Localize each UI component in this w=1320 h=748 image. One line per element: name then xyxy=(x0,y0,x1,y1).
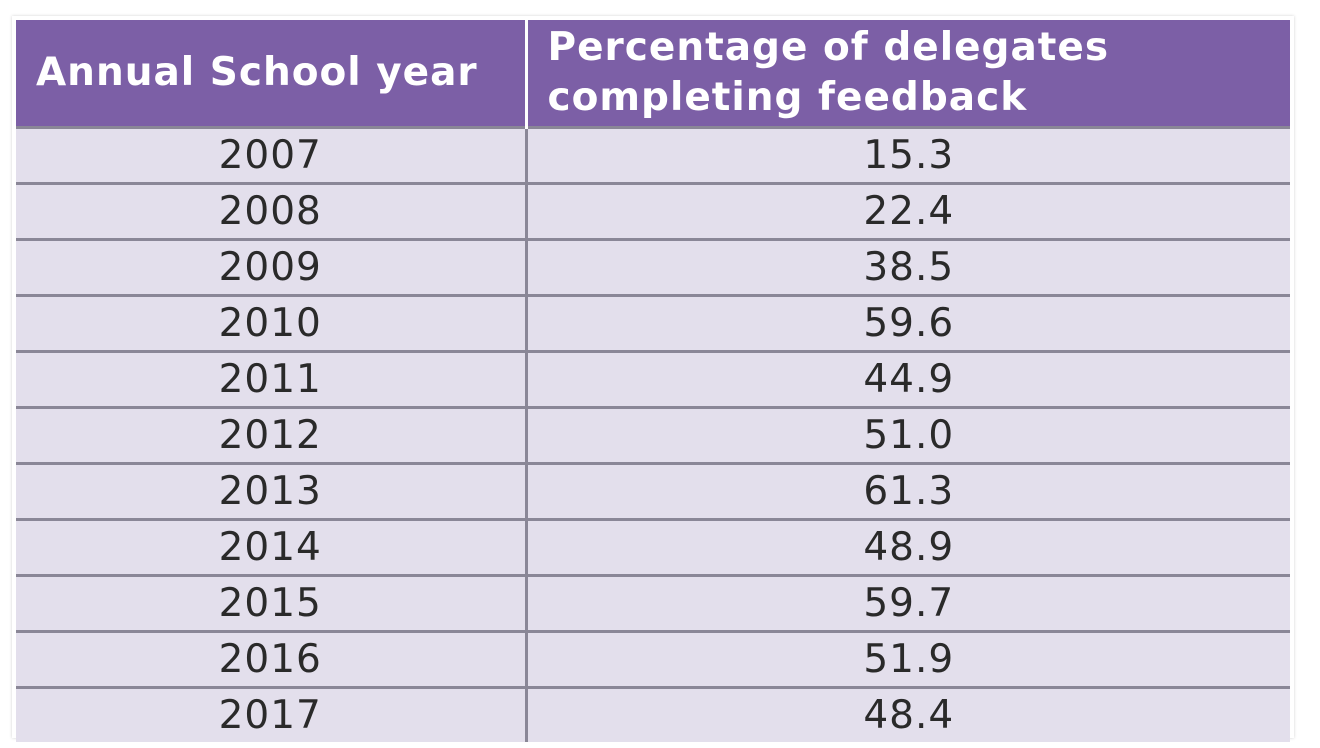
table-row: 2009 38.5 xyxy=(16,238,1290,296)
table-row: 2016 51.9 xyxy=(16,630,1290,688)
cell-year: 2012 xyxy=(16,406,528,464)
cell-percentage: 22.4 xyxy=(526,182,1290,240)
cell-year: 2016 xyxy=(16,630,528,688)
feedback-table-container: Annual School year Percentage of delegat… xyxy=(12,16,1294,742)
cell-percentage: 59.7 xyxy=(526,574,1290,632)
cell-year: 2008 xyxy=(16,182,528,240)
table-row: 2013 61.3 xyxy=(16,462,1290,520)
cell-year: 2010 xyxy=(16,294,528,352)
cell-year: 2015 xyxy=(16,574,528,632)
cell-year: 2009 xyxy=(16,238,528,296)
table-row: 2010 59.6 xyxy=(16,294,1290,352)
cell-percentage: 61.3 xyxy=(526,462,1290,520)
cell-percentage: 51.0 xyxy=(526,406,1290,464)
table-row: 2011 44.9 xyxy=(16,350,1290,408)
table-body: 2007 15.3 2008 22.4 2009 38.5 2010 59.6 2011 44.9… xyxy=(16,126,1290,742)
cell-percentage: 44.9 xyxy=(526,350,1290,408)
cell-percentage: 48.4 xyxy=(526,686,1290,742)
cell-year: 2007 xyxy=(16,126,528,184)
header-row: Annual School year Percentage of delegat… xyxy=(16,20,1290,128)
cell-year: 2011 xyxy=(16,350,528,408)
table-row: 2015 59.7 xyxy=(16,574,1290,632)
table-row: 2017 48.4 xyxy=(16,686,1290,742)
table-header: Annual School year Percentage of delegat… xyxy=(16,20,1290,128)
table-row: 2007 15.3 xyxy=(16,126,1290,184)
feedback-table: Annual School year Percentage of delegat… xyxy=(16,20,1290,742)
header-percentage: Percentage of delegates completing feedb… xyxy=(526,20,1290,128)
cell-year: 2013 xyxy=(16,462,528,520)
cell-percentage: 59.6 xyxy=(526,294,1290,352)
header-year: Annual School year xyxy=(16,20,528,128)
table-row: 2012 51.0 xyxy=(16,406,1290,464)
cell-year: 2014 xyxy=(16,518,528,576)
cell-percentage: 51.9 xyxy=(526,630,1290,688)
table-row: 2008 22.4 xyxy=(16,182,1290,240)
cell-year: 2017 xyxy=(16,686,528,742)
cell-percentage: 48.9 xyxy=(526,518,1290,576)
cell-percentage: 15.3 xyxy=(526,126,1290,184)
table-row: 2014 48.9 xyxy=(16,518,1290,576)
cell-percentage: 38.5 xyxy=(526,238,1290,296)
